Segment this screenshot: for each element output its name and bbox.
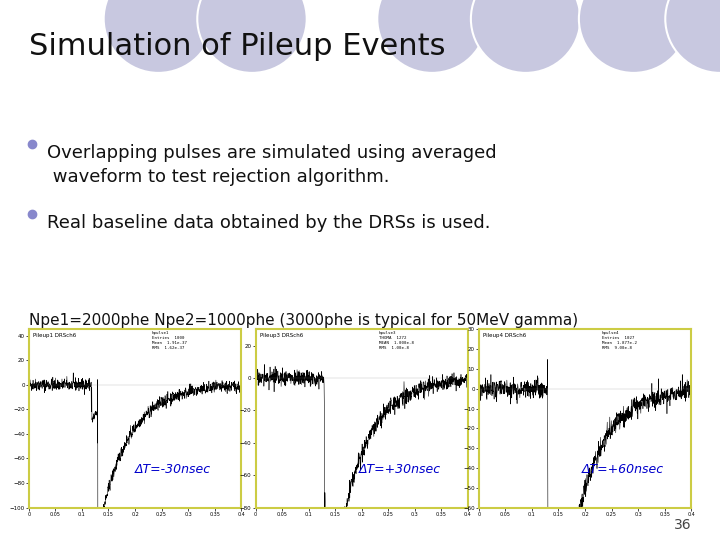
Text: Simulation of Pileup Events: Simulation of Pileup Events	[29, 32, 445, 62]
Text: Pileup3 DRSch6: Pileup3 DRSch6	[260, 333, 303, 338]
Text: Pileup4 DRSch6: Pileup4 DRSch6	[483, 333, 526, 338]
Text: Npe1=2000phe Npe2=1000phe (3000phe is typical for 50MeV gamma): Npe1=2000phe Npe2=1000phe (3000phe is ty…	[29, 313, 578, 328]
Ellipse shape	[104, 0, 213, 73]
Ellipse shape	[197, 0, 307, 73]
Text: ΔT=+60nsec: ΔT=+60nsec	[582, 463, 665, 476]
Text: hpulse4
Entries  1027
Mean  1.877e-2
RMS  9.00e-8: hpulse4 Entries 1027 Mean 1.877e-2 RMS 9…	[602, 331, 637, 350]
Ellipse shape	[471, 0, 580, 73]
Text: ΔT=+30nsec: ΔT=+30nsec	[359, 463, 441, 476]
Text: Real baseline data obtained by the DRSs is used.: Real baseline data obtained by the DRSs …	[47, 214, 490, 232]
Text: Overlapping pulses are simulated using averaged
 waveform to test rejection algo: Overlapping pulses are simulated using a…	[47, 144, 496, 186]
Text: hpulse3
THOMA  1272
MEAN  1.000e-8
RMS  1.00e-8: hpulse3 THOMA 1272 MEAN 1.000e-8 RMS 1.0…	[379, 331, 414, 350]
Ellipse shape	[665, 0, 720, 73]
Text: ΔT=-30nsec: ΔT=-30nsec	[135, 463, 211, 476]
Text: Pileup1 DRSch6: Pileup1 DRSch6	[33, 333, 76, 338]
Ellipse shape	[377, 0, 487, 73]
Ellipse shape	[579, 0, 688, 73]
Text: 36: 36	[674, 518, 691, 532]
Text: hpulse1
Entries  1000
Mean  1.91e-37
RMS  1.62e-37: hpulse1 Entries 1000 Mean 1.91e-37 RMS 1…	[152, 331, 187, 350]
